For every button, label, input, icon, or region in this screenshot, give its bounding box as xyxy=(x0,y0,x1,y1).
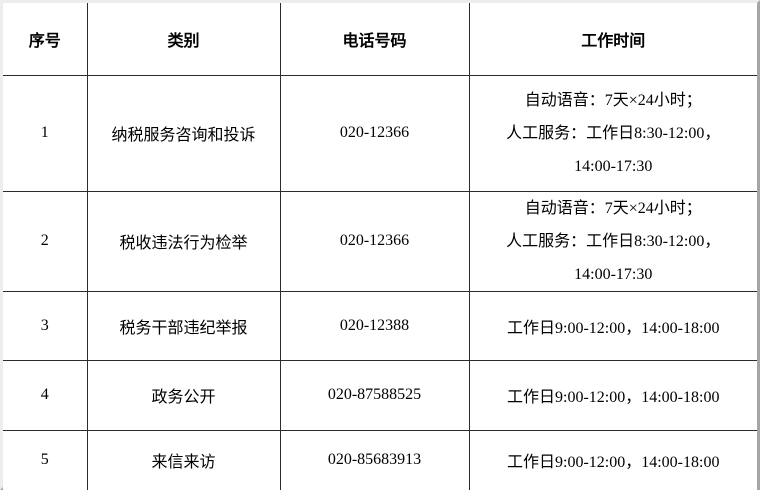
cell-hours: 工作日9:00-12:00，14:00-18:00 xyxy=(468,429,758,491)
cell-hours: 工作日9:00-12:00，14:00-18:00 xyxy=(468,359,758,431)
cell-category: 税收违法行为检举 xyxy=(86,190,281,292)
cell-phone: 020-87588525 xyxy=(279,359,470,431)
cell-category: 税务干部违纪举报 xyxy=(86,290,281,361)
cell-category: 纳税服务咨询和投诉 xyxy=(86,74,281,192)
hours-line: 14:00-17:30 xyxy=(574,157,653,175)
cell-category: 来信来访 xyxy=(86,429,281,491)
hours-line: 工作日9:00-12:00，14:00-18:00 xyxy=(507,319,720,337)
cell-no: 3 xyxy=(2,290,88,361)
cell-no: 2 xyxy=(2,190,88,292)
header-cell-phone: 电话号码 xyxy=(279,2,470,76)
header-cell-category: 类别 xyxy=(86,2,281,76)
header-cell-no: 序号 xyxy=(2,2,88,76)
hours-line: 14:00-17:30 xyxy=(574,265,653,283)
table-row: 1 纳税服务咨询和投诉 020-12366 自动语音：7天×24小时； 人工服务… xyxy=(2,74,758,192)
cell-hours: 工作日9:00-12:00，14:00-18:00 xyxy=(468,290,758,361)
cell-phone: 020-12366 xyxy=(279,190,470,292)
cell-category: 政务公开 xyxy=(86,359,281,431)
cell-hours: 自动语音：7天×24小时； 人工服务：工作日8:30-12:00， 14:00-… xyxy=(468,74,758,192)
hours-line: 自动语音：7天×24小时； xyxy=(524,91,702,109)
cell-phone: 020-12388 xyxy=(279,290,470,361)
hours-line: 工作日9:00-12:00，14:00-18:00 xyxy=(507,454,720,472)
hours-line: 人工服务：工作日8:30-12:00， xyxy=(506,124,721,142)
table-header-row: 序号 类别 电话号码 工作时间 xyxy=(2,2,758,76)
table-row: 2 税收违法行为检举 020-12366 自动语音：7天×24小时； 人工服务：… xyxy=(2,190,758,292)
hours-line: 工作日9:00-12:00，14:00-18:00 xyxy=(507,389,720,406)
cell-no: 4 xyxy=(2,359,88,431)
hotline-table: 序号 类别 电话号码 工作时间 1 纳税服务咨询和投诉 020-12366 自动… xyxy=(2,2,758,491)
table-row: 4 政务公开 020-87588525 工作日9:00-12:00，14:00-… xyxy=(2,359,758,431)
cell-no: 1 xyxy=(2,74,88,192)
table-row: 5 来信来访 020-85683913 工作日9:00-12:00，14:00-… xyxy=(2,429,758,491)
cell-phone: 020-12366 xyxy=(279,74,470,192)
cell-hours: 自动语音：7天×24小时； 人工服务：工作日8:30-12:00， 14:00-… xyxy=(468,190,758,292)
header-cell-hours: 工作时间 xyxy=(468,2,758,76)
table-row: 3 税务干部违纪举报 020-12388 工作日9:00-12:00，14:00… xyxy=(2,290,758,361)
hours-line: 自动语音：7天×24小时； xyxy=(524,199,702,217)
hours-line: 人工服务：工作日8:30-12:00， xyxy=(506,232,721,250)
cell-phone: 020-85683913 xyxy=(279,429,470,491)
cell-no: 5 xyxy=(2,429,88,491)
